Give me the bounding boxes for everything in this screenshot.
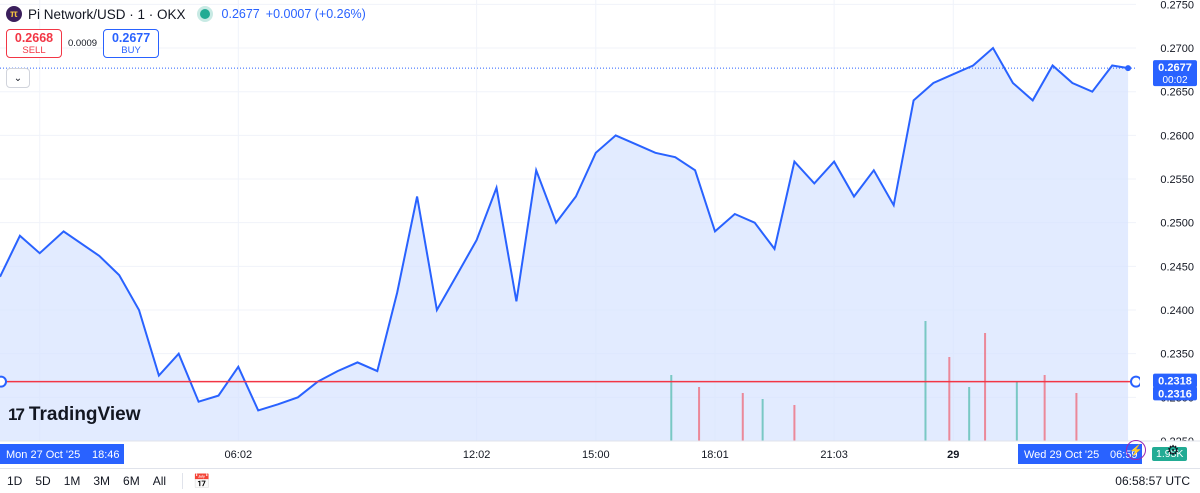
header-last-price: 0.2677 xyxy=(221,7,260,21)
hline-tag-label: 0.2318 xyxy=(1158,376,1192,388)
tradingview-mark-icon: 17 xyxy=(8,405,25,424)
buy-label: BUY xyxy=(121,44,141,56)
horizontal-line-left-handle[interactable] xyxy=(0,375,7,388)
sell-label: SELL xyxy=(22,44,46,56)
trade-panel: 0.2668 SELL 0.0009 0.2677 BUY xyxy=(6,29,160,58)
price-tick-label: 0.2700 xyxy=(1160,43,1194,55)
time-tick-label: 18:01 xyxy=(701,449,729,461)
price-tag-label: 0.2677 xyxy=(1158,62,1192,74)
chevron-down-icon: ⌄ xyxy=(13,72,23,84)
timeframe-6m[interactable]: 6M xyxy=(123,474,140,488)
volume-bar-10 xyxy=(1043,375,1046,441)
range-start-tag-bg xyxy=(0,444,124,464)
range-start-time: 18:46 xyxy=(92,449,120,461)
last-price-dot xyxy=(1125,65,1132,72)
timeframe-all[interactable]: All xyxy=(152,474,167,488)
price-tick-label: 0.2750 xyxy=(1160,0,1194,11)
time-tick-label: 12:02 xyxy=(463,449,491,461)
price-tick-label: 0.2400 xyxy=(1160,305,1194,317)
symbol-title[interactable]: Pi Network/USD · 1 · OKX xyxy=(28,6,186,22)
time-tick-label: 15:00 xyxy=(582,449,610,461)
timeframe-3m[interactable]: 3M xyxy=(93,474,111,488)
price-area-fill xyxy=(0,48,1129,441)
spread-value: 0.0009 xyxy=(68,38,98,49)
pi-coin-icon: π xyxy=(6,6,22,22)
price-tick-label: 0.2500 xyxy=(1160,218,1194,230)
timeframe-1m[interactable]: 1M xyxy=(63,474,81,488)
timeframe-1d[interactable]: 1D xyxy=(7,474,23,488)
tradingview-logo[interactable]: 17 TradingView xyxy=(8,404,141,426)
hline-tag-bg xyxy=(1153,373,1197,388)
symbol-header: π Pi Network/USD · 1 · OKX 0.2677 +0.000… xyxy=(6,4,366,24)
volume-bar-6 xyxy=(948,357,951,441)
utc-clock[interactable]: 06:58:57 UTC xyxy=(1115,474,1190,488)
collapse-legend-button[interactable]: ⌄ xyxy=(6,68,30,88)
volume-bar-0 xyxy=(670,375,673,441)
horizontal-line-right-handle[interactable] xyxy=(1130,375,1142,388)
buy-price: 0.2677 xyxy=(111,30,151,45)
volume-bar-1 xyxy=(698,387,701,441)
volume-bar-9 xyxy=(1015,381,1018,441)
tradingview-logo-text: TradingView xyxy=(28,404,141,425)
time-tick-label: 21:03 xyxy=(820,449,848,461)
sell-button[interactable]: 0.2668 SELL xyxy=(6,29,62,58)
volume-bar-4 xyxy=(793,405,796,441)
range-end-tag-bg xyxy=(1018,444,1142,464)
volume-bar-8 xyxy=(984,333,987,441)
calendar-range-icon[interactable]: 📅 xyxy=(193,472,211,489)
price-tick-label: 0.2600 xyxy=(1160,130,1194,142)
volume-bar-7 xyxy=(968,387,971,441)
sell-price: 0.2668 xyxy=(14,30,54,45)
price-series-line xyxy=(0,46,1129,412)
price-tag-bg-1 xyxy=(1153,386,1197,401)
bottom-toolbar: 1D 5D 1M 3M 6M All 📅 06:58:57 UTC xyxy=(0,468,1200,493)
volume-bar-3 xyxy=(761,399,764,441)
market-open-indicator-icon xyxy=(199,9,210,19)
volume-value-tag: 1.95K xyxy=(1152,447,1188,461)
price-tick-label: 0.2350 xyxy=(1160,349,1194,361)
gear-icon[interactable]: ⚙ xyxy=(1166,441,1180,458)
price-tag-label: 0.2316 xyxy=(1158,388,1192,400)
buy-button[interactable]: 0.2677 BUY xyxy=(103,29,160,58)
price-chart[interactable]: 0.2750 0.2700 0.2650 0.2600 0.2550 0.2500 0.24… xyxy=(0,0,1200,468)
toolbar-divider xyxy=(182,473,184,489)
price-tag-countdown: 00:02 xyxy=(1162,75,1187,86)
time-tick-label: 29 xyxy=(947,449,959,461)
range-end-date: Wed 29 Oct '25 xyxy=(1024,449,1099,461)
time-axis-background xyxy=(0,441,1200,468)
price-tick-label: 0.2650 xyxy=(1160,87,1194,99)
header-price-change: +0.0007 (+0.26%) xyxy=(265,7,366,21)
lightning-icon[interactable]: ⚡ xyxy=(1126,440,1146,460)
volume-bar-2 xyxy=(741,393,744,441)
price-tick-label: 0.2550 xyxy=(1160,174,1194,186)
volume-bar-11 xyxy=(1075,393,1078,441)
range-start-date: Mon 27 Oct '25 xyxy=(6,449,80,461)
price-tick-label: 0.2450 xyxy=(1160,261,1194,273)
time-tick-label: 06:02 xyxy=(225,449,253,461)
price-tag-bg-0 xyxy=(1153,60,1197,87)
timeframe-5d[interactable]: 5D xyxy=(35,474,51,488)
